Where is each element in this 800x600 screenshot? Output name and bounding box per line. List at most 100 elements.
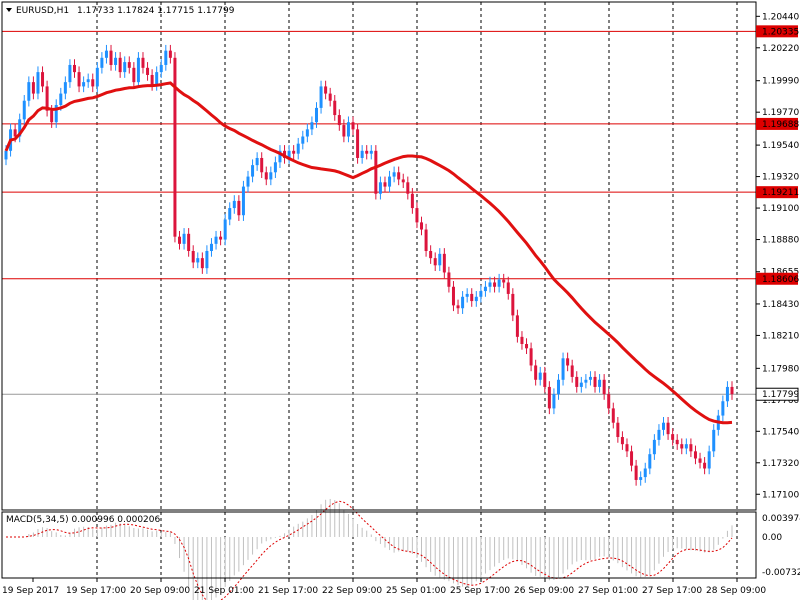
candle-body — [141, 57, 145, 68]
x-tick-label: 19 Sep 17:00 — [66, 586, 126, 596]
y-tick-label: 1.20220 — [762, 44, 799, 54]
level-label-bg — [756, 186, 798, 199]
candle-body — [296, 143, 300, 154]
candle-body — [579, 382, 583, 387]
x-tick-label: 26 Sep 09:00 — [514, 586, 574, 596]
candle-body — [442, 253, 446, 273]
candle-body — [346, 122, 350, 137]
candle-body — [447, 272, 451, 287]
y-tick-label: 1.18210 — [762, 331, 799, 341]
candle-body — [684, 444, 688, 449]
candle-body — [223, 219, 227, 240]
candle-body — [273, 162, 277, 173]
candle-body — [470, 293, 474, 302]
candle-body — [114, 57, 118, 65]
candle-body — [378, 182, 382, 194]
current-price-label: 1.17799 — [762, 390, 799, 400]
candle-body — [237, 200, 241, 216]
candle-body — [461, 296, 465, 309]
macd-tick-label: -0.007326 — [762, 568, 800, 578]
candle-body — [474, 296, 478, 302]
candle-body — [666, 422, 670, 435]
y-tick-label: 1.19770 — [762, 108, 799, 118]
candle-body — [725, 386, 729, 402]
candle-body — [730, 386, 734, 395]
x-tick-label: 21 Sep 01:00 — [194, 586, 254, 596]
y-tick-label: 1.19990 — [762, 77, 799, 87]
macd-tick-label: 0.00 — [762, 533, 782, 543]
candle-body — [333, 100, 337, 116]
candle-body — [159, 64, 163, 73]
candle-body — [529, 348, 533, 366]
candle-body — [232, 200, 236, 209]
y-tick-label: 1.19540 — [762, 141, 799, 151]
candle-body — [675, 439, 679, 445]
candle-body — [251, 165, 255, 177]
time-axis: 19 Sep 2017 19 Sep 17:00 20 Sep 09:00 21 Se… — [2, 578, 766, 596]
candle-body — [255, 157, 259, 166]
candle-body — [50, 110, 54, 123]
candle-body — [319, 86, 323, 108]
candle-body — [63, 82, 67, 94]
candle-body — [337, 115, 341, 126]
candle-body — [369, 150, 373, 154]
candle-body — [246, 176, 250, 187]
candle-body — [547, 386, 551, 409]
chart-header: EURUSD,H1 1.17733 1.17824 1.17715 1.1779… — [6, 6, 235, 16]
candle-body — [209, 243, 213, 251]
candles-layer — [4, 44, 734, 486]
candle-body — [31, 82, 35, 94]
x-tick-label: 19 Sep 2017 — [2, 586, 59, 596]
candle-body — [693, 451, 697, 459]
candle-body — [429, 250, 433, 259]
chevron-down-icon[interactable] — [6, 8, 12, 12]
y-tick-label: 1.19100 — [762, 204, 799, 214]
candle-body — [241, 186, 245, 216]
candle-body — [328, 93, 332, 101]
candle-body — [620, 437, 624, 445]
candle-body — [625, 444, 629, 452]
candle-body — [712, 429, 716, 452]
candle-body — [104, 50, 108, 58]
moving-average-line — [4, 81, 733, 425]
candle-body — [657, 429, 661, 440]
level-label-bg — [756, 272, 798, 285]
candle-body — [525, 344, 529, 349]
candle-body — [451, 286, 455, 306]
candle-body — [219, 236, 223, 240]
candle-body — [264, 172, 268, 180]
candle-body — [310, 122, 314, 130]
candle-body — [228, 208, 232, 220]
candle-body — [351, 122, 355, 130]
y-tick-label: 1.17100 — [762, 490, 799, 500]
level-labels: 1.20335 1.19688 1.19211 1.18606 1.17799 — [755, 25, 799, 401]
candle-body — [4, 150, 8, 160]
macd-frame — [1, 511, 757, 579]
candle-body — [168, 50, 172, 58]
candle-body — [118, 57, 122, 73]
candle-body — [721, 401, 725, 416]
candle-body — [82, 82, 86, 87]
frame-layer — [1, 1, 757, 579]
candle-body — [570, 365, 574, 377]
candle-body — [689, 444, 693, 452]
candle-body — [356, 129, 360, 158]
candle-body — [173, 57, 177, 237]
level-label: 1.20335 — [762, 27, 799, 37]
candle-body — [511, 293, 515, 316]
candle-body — [178, 236, 182, 244]
candle-body — [200, 258, 204, 269]
x-tick-label: 27 Sep 17:00 — [642, 586, 702, 596]
candle-body — [556, 379, 560, 395]
candle-body — [342, 125, 346, 137]
y-tick-label: 1.19320 — [762, 173, 799, 183]
candle-body — [602, 379, 606, 395]
candle-body — [616, 422, 620, 438]
symbol-label: EURUSD,H1 — [16, 6, 69, 16]
candle-body — [566, 358, 570, 366]
candle-body — [205, 250, 209, 269]
candle-body — [383, 182, 387, 187]
candle-body — [534, 365, 538, 380]
